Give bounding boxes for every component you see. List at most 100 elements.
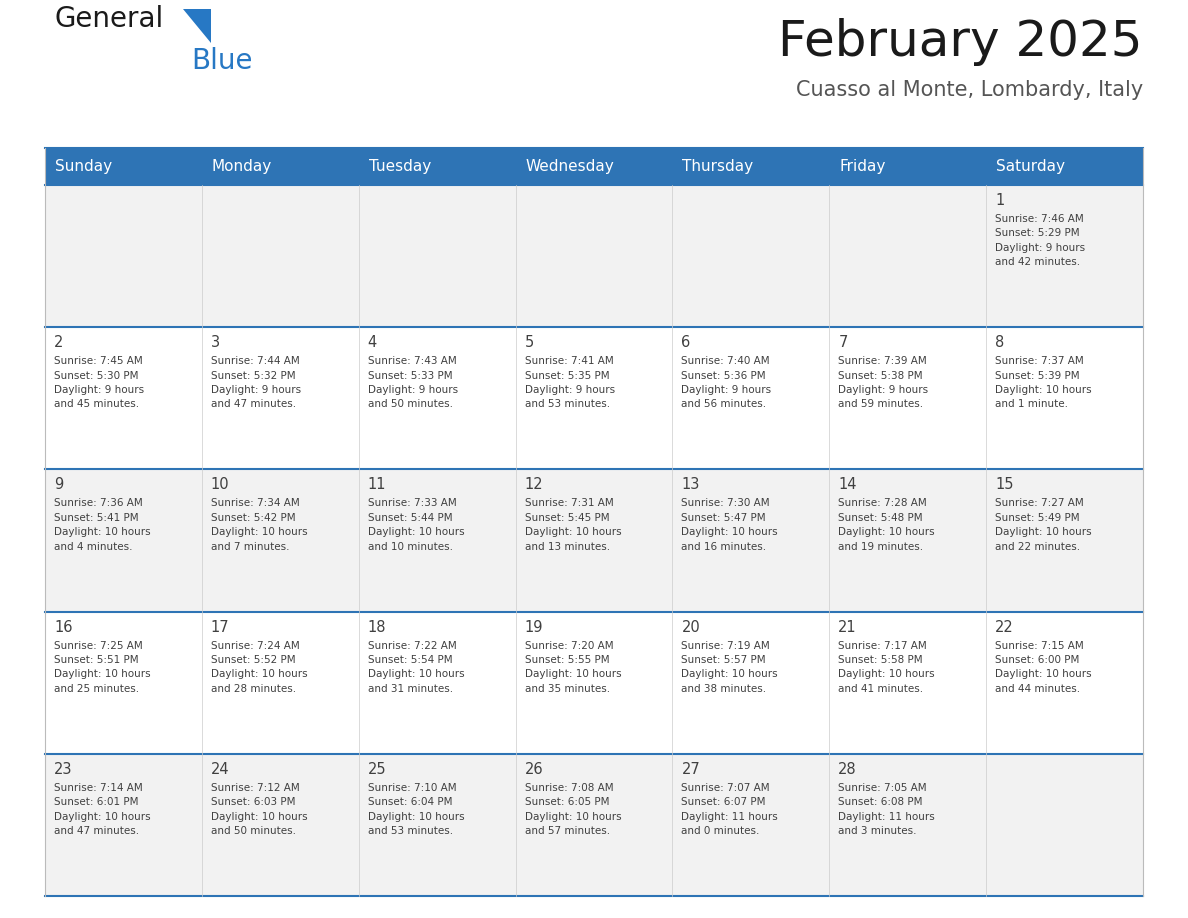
- Bar: [986, 148, 1143, 185]
- Bar: [359, 185, 516, 327]
- Bar: [202, 327, 359, 469]
- Text: 7: 7: [839, 335, 848, 350]
- Text: Sunrise: 7:44 AM
Sunset: 5:32 PM
Daylight: 9 hours
and 47 minutes.: Sunrise: 7:44 AM Sunset: 5:32 PM Dayligh…: [210, 356, 301, 409]
- Text: Sunrise: 7:40 AM
Sunset: 5:36 PM
Daylight: 9 hours
and 56 minutes.: Sunrise: 7:40 AM Sunset: 5:36 PM Dayligh…: [682, 356, 771, 409]
- Text: Blue: Blue: [191, 47, 253, 75]
- Bar: [672, 611, 829, 754]
- Text: 23: 23: [53, 762, 72, 777]
- Bar: [359, 754, 516, 896]
- Text: 27: 27: [682, 762, 700, 777]
- Text: Sunrise: 7:41 AM
Sunset: 5:35 PM
Daylight: 9 hours
and 53 minutes.: Sunrise: 7:41 AM Sunset: 5:35 PM Dayligh…: [525, 356, 614, 409]
- Bar: [202, 185, 359, 327]
- Bar: [672, 148, 829, 185]
- Text: Tuesday: Tuesday: [368, 159, 431, 174]
- Bar: [516, 754, 672, 896]
- Text: Sunrise: 7:14 AM
Sunset: 6:01 PM
Daylight: 10 hours
and 47 minutes.: Sunrise: 7:14 AM Sunset: 6:01 PM Dayligh…: [53, 783, 151, 836]
- Bar: [986, 327, 1143, 469]
- Text: 22: 22: [996, 620, 1013, 634]
- Text: Sunrise: 7:45 AM
Sunset: 5:30 PM
Daylight: 9 hours
and 45 minutes.: Sunrise: 7:45 AM Sunset: 5:30 PM Dayligh…: [53, 356, 144, 409]
- Text: 3: 3: [210, 335, 220, 350]
- Text: Sunrise: 7:27 AM
Sunset: 5:49 PM
Daylight: 10 hours
and 22 minutes.: Sunrise: 7:27 AM Sunset: 5:49 PM Dayligh…: [996, 498, 1092, 552]
- Text: Sunrise: 7:33 AM
Sunset: 5:44 PM
Daylight: 10 hours
and 10 minutes.: Sunrise: 7:33 AM Sunset: 5:44 PM Dayligh…: [368, 498, 465, 552]
- Text: Sunrise: 7:12 AM
Sunset: 6:03 PM
Daylight: 10 hours
and 50 minutes.: Sunrise: 7:12 AM Sunset: 6:03 PM Dayligh…: [210, 783, 308, 836]
- Text: 24: 24: [210, 762, 229, 777]
- Bar: [516, 148, 672, 185]
- Bar: [829, 754, 986, 896]
- Text: 16: 16: [53, 620, 72, 634]
- Bar: [672, 327, 829, 469]
- Bar: [45, 754, 202, 896]
- Bar: [45, 185, 202, 327]
- Bar: [202, 754, 359, 896]
- Text: Sunrise: 7:19 AM
Sunset: 5:57 PM
Daylight: 10 hours
and 38 minutes.: Sunrise: 7:19 AM Sunset: 5:57 PM Dayligh…: [682, 641, 778, 694]
- Text: Sunrise: 7:34 AM
Sunset: 5:42 PM
Daylight: 10 hours
and 7 minutes.: Sunrise: 7:34 AM Sunset: 5:42 PM Dayligh…: [210, 498, 308, 552]
- Polygon shape: [183, 9, 211, 43]
- Bar: [986, 754, 1143, 896]
- Text: 14: 14: [839, 477, 857, 492]
- Text: 19: 19: [525, 620, 543, 634]
- Bar: [829, 185, 986, 327]
- Text: 18: 18: [368, 620, 386, 634]
- Text: 1: 1: [996, 193, 1004, 208]
- Bar: [359, 611, 516, 754]
- Bar: [516, 185, 672, 327]
- Text: Sunrise: 7:17 AM
Sunset: 5:58 PM
Daylight: 10 hours
and 41 minutes.: Sunrise: 7:17 AM Sunset: 5:58 PM Dayligh…: [839, 641, 935, 694]
- Text: Sunrise: 7:31 AM
Sunset: 5:45 PM
Daylight: 10 hours
and 13 minutes.: Sunrise: 7:31 AM Sunset: 5:45 PM Dayligh…: [525, 498, 621, 552]
- Text: Sunrise: 7:05 AM
Sunset: 6:08 PM
Daylight: 11 hours
and 3 minutes.: Sunrise: 7:05 AM Sunset: 6:08 PM Dayligh…: [839, 783, 935, 836]
- Bar: [359, 469, 516, 611]
- Bar: [202, 611, 359, 754]
- Text: Wednesday: Wednesday: [525, 159, 614, 174]
- Bar: [829, 148, 986, 185]
- Text: Sunrise: 7:25 AM
Sunset: 5:51 PM
Daylight: 10 hours
and 25 minutes.: Sunrise: 7:25 AM Sunset: 5:51 PM Dayligh…: [53, 641, 151, 694]
- Bar: [829, 611, 986, 754]
- Text: Sunrise: 7:30 AM
Sunset: 5:47 PM
Daylight: 10 hours
and 16 minutes.: Sunrise: 7:30 AM Sunset: 5:47 PM Dayligh…: [682, 498, 778, 552]
- Bar: [986, 185, 1143, 327]
- Text: 25: 25: [368, 762, 386, 777]
- Text: 9: 9: [53, 477, 63, 492]
- Text: 13: 13: [682, 477, 700, 492]
- Text: Sunrise: 7:36 AM
Sunset: 5:41 PM
Daylight: 10 hours
and 4 minutes.: Sunrise: 7:36 AM Sunset: 5:41 PM Dayligh…: [53, 498, 151, 552]
- Text: Sunrise: 7:08 AM
Sunset: 6:05 PM
Daylight: 10 hours
and 57 minutes.: Sunrise: 7:08 AM Sunset: 6:05 PM Dayligh…: [525, 783, 621, 836]
- Text: Sunrise: 7:39 AM
Sunset: 5:38 PM
Daylight: 9 hours
and 59 minutes.: Sunrise: 7:39 AM Sunset: 5:38 PM Dayligh…: [839, 356, 928, 409]
- Bar: [829, 327, 986, 469]
- Text: Friday: Friday: [839, 159, 886, 174]
- Bar: [45, 469, 202, 611]
- Bar: [359, 148, 516, 185]
- Text: Sunrise: 7:24 AM
Sunset: 5:52 PM
Daylight: 10 hours
and 28 minutes.: Sunrise: 7:24 AM Sunset: 5:52 PM Dayligh…: [210, 641, 308, 694]
- Text: Sunrise: 7:28 AM
Sunset: 5:48 PM
Daylight: 10 hours
and 19 minutes.: Sunrise: 7:28 AM Sunset: 5:48 PM Dayligh…: [839, 498, 935, 552]
- Text: Saturday: Saturday: [997, 159, 1066, 174]
- Text: Sunrise: 7:07 AM
Sunset: 6:07 PM
Daylight: 11 hours
and 0 minutes.: Sunrise: 7:07 AM Sunset: 6:07 PM Dayligh…: [682, 783, 778, 836]
- Bar: [986, 469, 1143, 611]
- Text: Sunday: Sunday: [55, 159, 112, 174]
- Bar: [45, 611, 202, 754]
- Text: 17: 17: [210, 620, 229, 634]
- Bar: [672, 469, 829, 611]
- Bar: [359, 327, 516, 469]
- Text: General: General: [55, 5, 164, 33]
- Text: 20: 20: [682, 620, 700, 634]
- Bar: [45, 148, 202, 185]
- Text: Sunrise: 7:20 AM
Sunset: 5:55 PM
Daylight: 10 hours
and 35 minutes.: Sunrise: 7:20 AM Sunset: 5:55 PM Dayligh…: [525, 641, 621, 694]
- Text: Sunrise: 7:10 AM
Sunset: 6:04 PM
Daylight: 10 hours
and 53 minutes.: Sunrise: 7:10 AM Sunset: 6:04 PM Dayligh…: [368, 783, 465, 836]
- Text: 4: 4: [368, 335, 377, 350]
- Bar: [672, 185, 829, 327]
- Bar: [986, 611, 1143, 754]
- Bar: [202, 469, 359, 611]
- Bar: [45, 327, 202, 469]
- Text: Sunrise: 7:37 AM
Sunset: 5:39 PM
Daylight: 10 hours
and 1 minute.: Sunrise: 7:37 AM Sunset: 5:39 PM Dayligh…: [996, 356, 1092, 409]
- Text: 12: 12: [525, 477, 543, 492]
- Text: 15: 15: [996, 477, 1013, 492]
- Text: 5: 5: [525, 335, 533, 350]
- Bar: [516, 327, 672, 469]
- Text: 26: 26: [525, 762, 543, 777]
- Text: 28: 28: [839, 762, 857, 777]
- Text: Sunrise: 7:43 AM
Sunset: 5:33 PM
Daylight: 9 hours
and 50 minutes.: Sunrise: 7:43 AM Sunset: 5:33 PM Dayligh…: [368, 356, 457, 409]
- Text: Sunrise: 7:15 AM
Sunset: 6:00 PM
Daylight: 10 hours
and 44 minutes.: Sunrise: 7:15 AM Sunset: 6:00 PM Dayligh…: [996, 641, 1092, 694]
- Bar: [672, 754, 829, 896]
- Text: Sunrise: 7:22 AM
Sunset: 5:54 PM
Daylight: 10 hours
and 31 minutes.: Sunrise: 7:22 AM Sunset: 5:54 PM Dayligh…: [368, 641, 465, 694]
- Bar: [202, 148, 359, 185]
- Bar: [516, 469, 672, 611]
- Text: Thursday: Thursday: [682, 159, 753, 174]
- Text: Monday: Monday: [211, 159, 272, 174]
- Text: 21: 21: [839, 620, 857, 634]
